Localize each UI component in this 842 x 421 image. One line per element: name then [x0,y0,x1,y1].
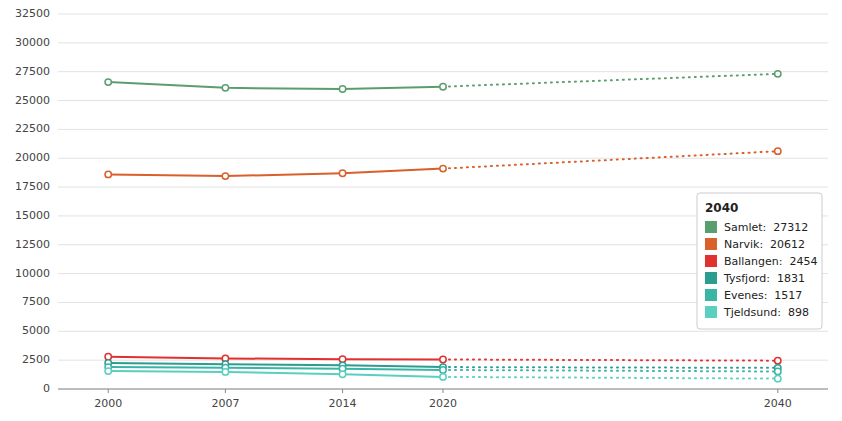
marker [440,367,446,373]
x-tick [108,389,109,393]
marker [105,171,111,177]
marker [775,375,781,381]
plot-area [105,71,781,382]
y-tick-label: 32500 [15,7,50,20]
grid-line [58,158,828,159]
legend-label: Tjeldsund: 898 [723,306,809,319]
marker [440,374,446,380]
y-tick-label: 5000 [22,324,50,337]
legend-title: 2040 [705,201,738,215]
grid-line [58,331,828,332]
marker [339,86,345,92]
y-grid [58,14,828,389]
marker [105,353,111,359]
grid-line [58,187,828,188]
marker [775,148,781,154]
y-tick-label: 17500 [15,180,50,193]
line-dotted [443,359,778,360]
marker [105,79,111,85]
line [108,169,443,177]
legend: 2040 Samlet: 27312 Narvik: 20612 Ballangen:… [697,193,822,329]
x-tick-label: 2020 [429,397,457,410]
marker [775,368,781,374]
grid-line [58,100,828,101]
y-tick-label: 27500 [15,65,50,78]
marker [775,357,781,363]
line-dotted [443,151,778,168]
line-dotted [443,74,778,87]
y-tick-label: 7500 [22,295,50,308]
legend-swatch [705,255,717,267]
legend-swatch [705,238,717,250]
grid-line [58,129,828,130]
legend-label: Evenes: 1517 [724,289,802,302]
marker [105,368,111,374]
legend-swatch [705,289,717,301]
x-tick-label: 2007 [211,397,239,410]
chart-container: 0 2500 5000 7500 10000 12500 15000 17500 20000 22… [0,0,842,421]
grid-line [58,14,828,15]
marker [222,85,228,91]
legend-label: Tysfjord: 1831 [723,272,805,285]
line [108,371,443,377]
series [105,353,781,363]
legend-label: Ballangen: 2454 [724,255,818,268]
x-tick-label: 2040 [764,397,792,410]
series [105,71,781,93]
y-tick-label: 25000 [15,94,50,107]
chart-svg: 0 2500 5000 7500 10000 12500 15000 17500 20000 22… [0,0,842,421]
y-tick-label: 0 [43,382,50,395]
marker [339,170,345,176]
line-dotted [443,370,778,372]
x-tick [777,389,778,393]
legend-swatch [705,272,717,284]
y-tick-label: 20000 [15,151,50,164]
legend-label: Samlet: 27312 [724,221,808,234]
line [108,82,443,89]
y-tick-label: 15000 [15,209,50,222]
series [105,368,781,382]
marker [222,173,228,179]
marker [222,369,228,375]
marker [440,83,446,89]
x-tick [443,389,444,393]
line [108,357,443,360]
x-tick [225,389,226,393]
legend-swatch [705,306,717,318]
legend-label: Narvik: 20612 [724,238,805,251]
y-tick-label: 10000 [15,267,50,280]
grid-line [58,71,828,72]
x-tick-label: 2000 [94,397,122,410]
marker [775,71,781,77]
line-dotted [443,377,778,379]
x-tick-label: 2014 [329,397,357,410]
grid-line [58,42,828,43]
y-tick-label: 22500 [15,122,50,135]
marker [440,356,446,362]
line [108,367,443,370]
x-tick [342,389,343,393]
legend-box [697,193,822,329]
series [105,148,781,179]
y-tick-label: 12500 [15,238,50,251]
legend-swatch [705,221,717,233]
y-tick-label: 30000 [15,36,50,49]
marker [339,371,345,377]
marker [440,165,446,171]
line-dotted [443,366,778,369]
y-tick-label: 2500 [22,353,50,366]
